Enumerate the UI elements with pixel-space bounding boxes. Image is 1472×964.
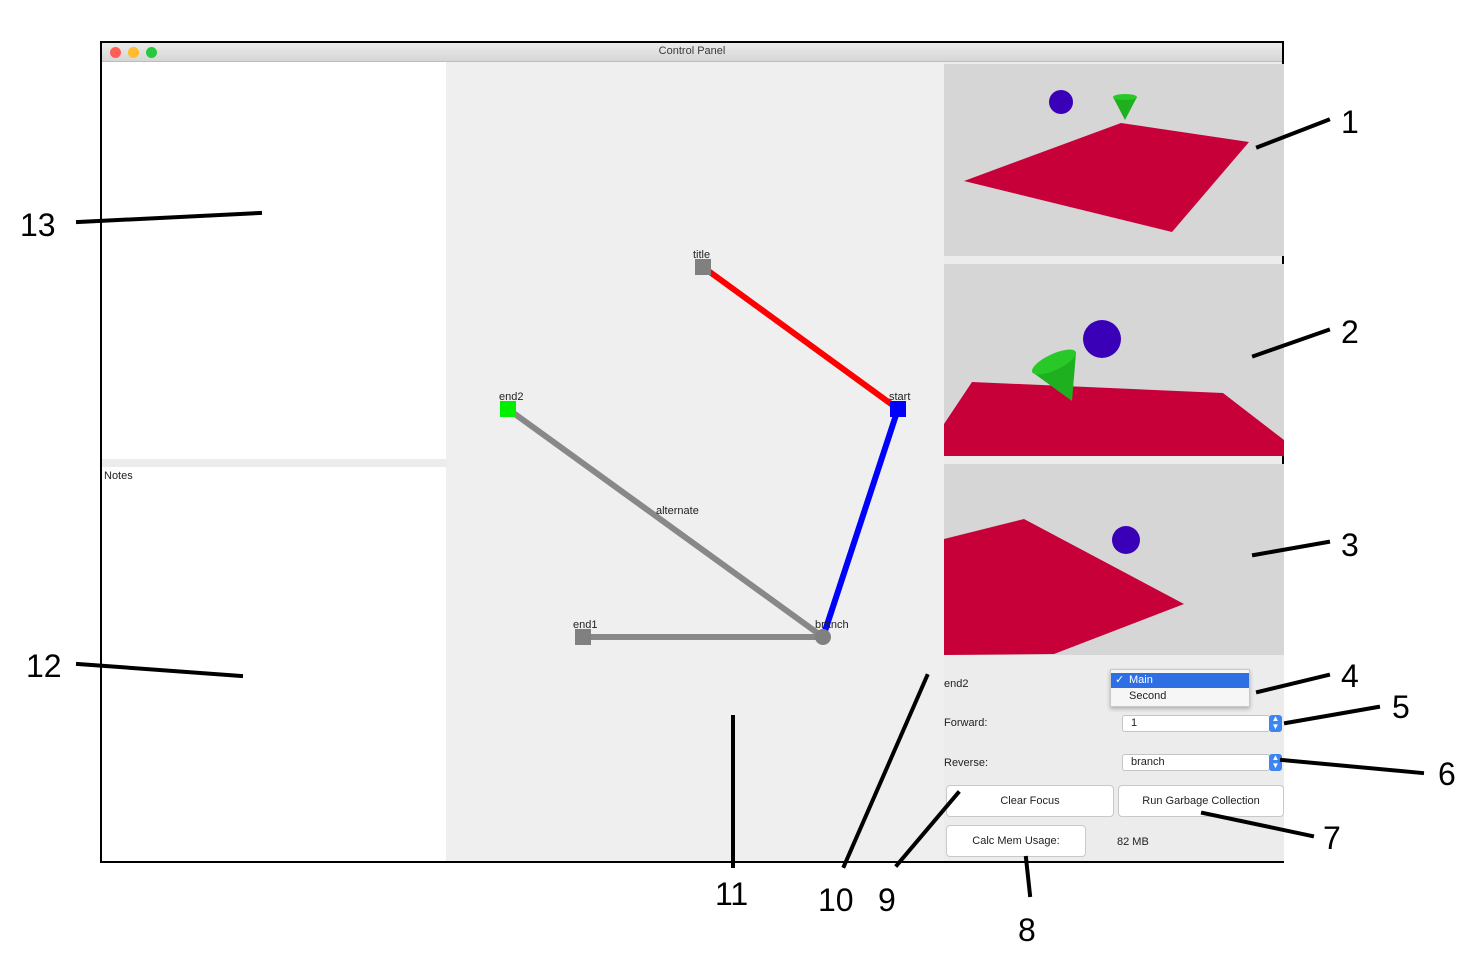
callout-line-6 (1279, 757, 1425, 776)
close-window-icon[interactable] (110, 47, 121, 58)
edge-label-alternate: alternate (656, 505, 699, 517)
3d-view-middle[interactable] (944, 264, 1284, 456)
callout-number-9: 9 (878, 882, 896, 918)
dropdown-option-main[interactable]: ✓ Main (1111, 673, 1249, 688)
callout-number-5: 5 (1392, 689, 1410, 725)
clear-focus-button[interactable]: Clear Focus (946, 785, 1114, 817)
window-title: Control Panel (658, 45, 726, 57)
node-end1[interactable] (575, 629, 591, 645)
callout-number-13: 13 (20, 207, 56, 243)
focus-node-label: end2 (944, 678, 969, 690)
checkmark-icon: ✓ (1115, 674, 1125, 686)
3d-view-bottom[interactable] (944, 464, 1284, 655)
node-title[interactable] (695, 259, 711, 275)
dropdown-option-second[interactable]: Second (1111, 689, 1249, 704)
graph-select-dropdown[interactable]: ✓ Main Second (1110, 669, 1250, 707)
node-label-branch: branch (815, 619, 849, 631)
top-left-text-pane[interactable] (102, 62, 446, 459)
edge-title-start[interactable] (701, 264, 900, 412)
node-start[interactable] (890, 401, 906, 417)
callout-number-8: 8 (1018, 912, 1036, 948)
forward-stepper-icon[interactable]: ▲ ▼ (1269, 715, 1282, 732)
node-label-end1: end1 (573, 619, 597, 631)
3d-scene-bottom (944, 519, 1184, 655)
node-label-start: start (889, 391, 910, 403)
node-branch[interactable] (815, 629, 831, 645)
callout-number-2: 2 (1341, 314, 1359, 350)
reverse-label: Reverse: (944, 757, 989, 769)
cone-top-shape (1031, 349, 1077, 375)
callout-number-10: 10 (818, 882, 854, 918)
graph-view-pane[interactable]: title start end2 end1 branch alternate (446, 62, 944, 861)
calc-mem-usage-button[interactable]: Calc Mem Usage: (946, 825, 1086, 857)
node-label-title: title (693, 249, 710, 261)
sphere-shape (1083, 320, 1121, 358)
callout-line-8 (1023, 855, 1033, 898)
forward-select[interactable]: 1 (1122, 715, 1270, 732)
run-garbage-collection-button[interactable]: Run Garbage Collection (1118, 785, 1284, 817)
edge-start-branch[interactable] (820, 408, 901, 638)
plane-shape (944, 382, 1284, 456)
title-bar[interactable]: Control Panel (102, 43, 1282, 62)
option-second-label: Second (1129, 690, 1167, 702)
node-label-end2: end2 (499, 391, 523, 403)
sphere-shape (1049, 90, 1073, 114)
notes-pane[interactable]: Notes (102, 467, 446, 861)
minimize-window-icon[interactable] (128, 47, 139, 58)
zoom-window-icon[interactable] (146, 47, 157, 58)
option-main-label: Main (1129, 674, 1153, 686)
3d-scene-top (964, 90, 1249, 232)
callout-line-5 (1283, 704, 1381, 726)
edge-alternate[interactable] (506, 406, 825, 640)
reverse-stepper-icon[interactable]: ▲ ▼ (1269, 754, 1282, 771)
callout-number-4: 4 (1341, 658, 1359, 694)
callout-number-1: 1 (1341, 104, 1359, 140)
node-end2[interactable] (500, 401, 516, 417)
memory-usage-value: 82 MB (1117, 836, 1149, 848)
forward-label: Forward: (944, 717, 988, 729)
plane-shape (964, 123, 1249, 232)
callout-number-6: 6 (1438, 756, 1456, 792)
controls-panel: end2 1 ▲ ▼ Forward: Reverse: branch ▲ ▼ Cl… (944, 655, 1284, 861)
3d-view-top[interactable] (944, 64, 1284, 256)
notes-label: Notes (104, 470, 133, 482)
plane-shape (944, 519, 1184, 655)
callout-number-3: 3 (1341, 527, 1359, 563)
cone-shape (1113, 97, 1137, 120)
reverse-select[interactable]: branch (1122, 754, 1270, 771)
callout-number-11: 11 (715, 876, 749, 912)
control-panel-window: Control Panel Notes title start end2 end… (100, 41, 1284, 863)
3d-scene-middle (944, 320, 1284, 456)
sphere-shape (1112, 526, 1140, 554)
graph-canvas[interactable]: title start end2 end1 branch alternate (446, 62, 944, 861)
cone-top-shape (1113, 94, 1137, 100)
callout-number-12: 12 (26, 648, 62, 684)
callout-number-7: 7 (1323, 820, 1341, 856)
